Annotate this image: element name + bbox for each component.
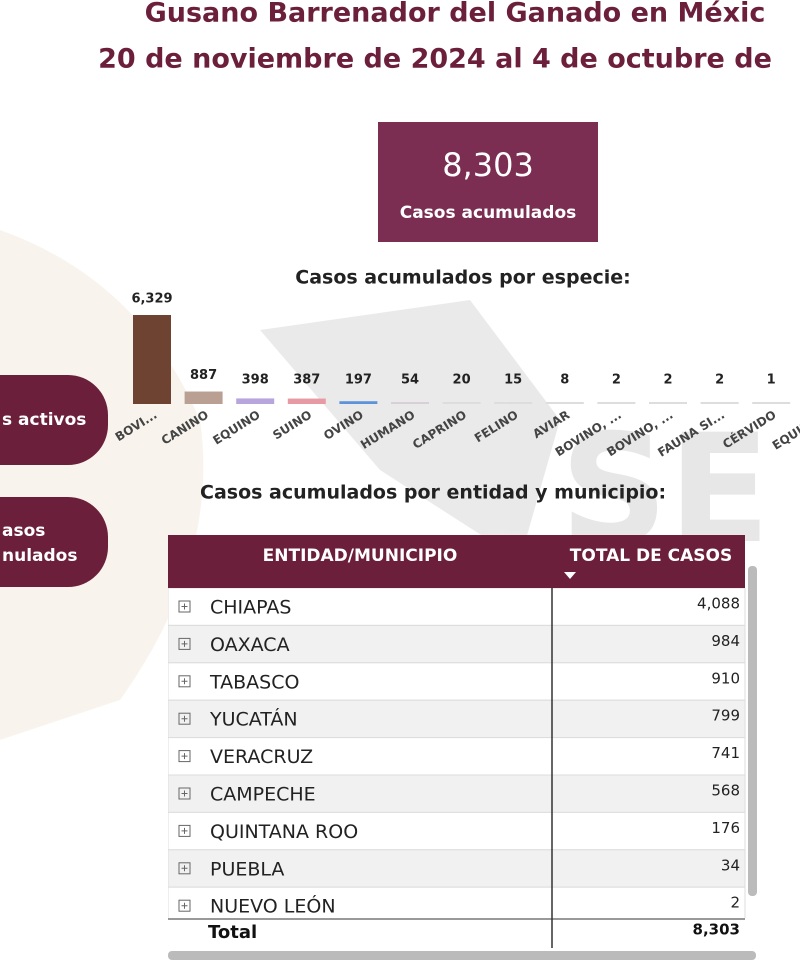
total-label: Total (208, 922, 257, 943)
data-label: 887 (190, 368, 217, 383)
expand-icon (181, 902, 188, 909)
row-value: 741 (711, 744, 740, 762)
title-line: 20 de noviembre de 2024 al 4 de octubre … (98, 44, 772, 75)
bar (545, 402, 584, 404)
side-button[interactable] (0, 375, 108, 465)
data-label: 15 (504, 373, 522, 388)
data-label: 20 (453, 373, 471, 388)
data-label: 197 (345, 373, 372, 388)
expand-icon[interactable] (178, 750, 191, 763)
bar (184, 391, 223, 404)
table-title: Casos acumulados por entidad y municipio… (200, 482, 666, 504)
expand-icon[interactable] (178, 899, 191, 912)
data-label: 2 (612, 373, 621, 388)
expand-icon (181, 640, 188, 647)
row-value: 176 (711, 819, 740, 837)
x-tick-label: EQUINO (210, 408, 262, 448)
expand-icon[interactable] (178, 712, 191, 725)
kpi-card (378, 122, 598, 242)
bar (700, 402, 739, 404)
side-button[interactable] (0, 497, 108, 587)
data-label: 54 (401, 373, 419, 388)
row-label: VERACRUZ (210, 746, 313, 768)
expand-icon (181, 865, 188, 872)
expand-icon (181, 603, 188, 610)
table-body: CHIAPAS 4,088 OAXACA 984 TABASCO 910 YUCATÁN 79… (168, 588, 746, 918)
x-tick-label: SUINO (270, 408, 314, 443)
side-button-label: nulados (2, 546, 77, 566)
side-button-label: s activos (2, 410, 86, 430)
title-line: Gusano Barrenador del Ganado en Méxic (145, 0, 766, 29)
table-header (168, 535, 745, 588)
data-label: 2 (715, 373, 724, 388)
table-row (168, 699, 746, 739)
side-button-label: asos (2, 521, 45, 541)
row-label: QUINTANA ROO (210, 821, 358, 843)
row-value: 4,088 (697, 595, 740, 613)
data-label: 6,329 (131, 292, 172, 307)
bar (442, 402, 481, 404)
data-label: 8 (560, 373, 569, 388)
row-label: TABASCO (209, 671, 299, 693)
row-label: CAMPECHE (210, 784, 316, 806)
chart-title: Casos acumulados por especie: (295, 267, 630, 289)
bar (391, 402, 429, 404)
bar (236, 398, 275, 404)
kpi-value: 8,303 (442, 146, 534, 184)
column-header[interactable]: ENTIDAD/MUNICIPIO (263, 546, 458, 566)
expand-icon (181, 753, 188, 760)
row-label: NUEVO LEÓN (210, 894, 336, 918)
expand-icon (181, 827, 188, 834)
expand-icon[interactable] (178, 675, 191, 688)
row-value: 910 (711, 669, 740, 687)
row-value: 568 (711, 782, 740, 800)
table-row (168, 588, 746, 626)
expand-icon[interactable] (178, 824, 191, 837)
bar (494, 402, 533, 404)
expand-icon[interactable] (178, 637, 191, 650)
bar (133, 315, 171, 404)
sort-arrow (564, 572, 576, 579)
row-value: 2 (730, 894, 740, 912)
data-label: 387 (293, 373, 320, 388)
table-row (168, 849, 746, 888)
kpi-label: Casos acumulados (400, 203, 577, 223)
table-row (168, 624, 746, 664)
row-value: 799 (711, 707, 740, 725)
bar (649, 402, 687, 404)
table-row (168, 886, 746, 918)
row-value: 34 (721, 856, 740, 874)
expand-icon (181, 715, 188, 722)
row-label: OAXACA (210, 634, 290, 656)
row-label: CHIAPAS (210, 597, 291, 619)
expand-icon (181, 678, 188, 685)
data-label: 2 (663, 373, 672, 388)
bar (339, 401, 378, 404)
bar (287, 398, 326, 404)
expand-icon (181, 790, 188, 797)
expand-icon[interactable] (178, 862, 191, 875)
total-value: 8,303 (693, 921, 740, 939)
table-row (168, 662, 746, 701)
row-label: YUCATÁN (209, 708, 298, 731)
bar (752, 402, 791, 404)
row-value: 984 (711, 632, 740, 650)
bar (597, 402, 636, 404)
data-label: 398 (242, 373, 269, 388)
expand-icon[interactable] (178, 600, 191, 613)
data-label: 1 (767, 373, 776, 388)
expand-icon[interactable] (178, 787, 191, 800)
total-row (168, 918, 745, 948)
table-row (168, 774, 746, 813)
scrollbar[interactable] (168, 951, 756, 960)
scrollbar[interactable] (748, 566, 757, 896)
column-header[interactable]: TOTAL DE CASOS (570, 546, 732, 566)
row-label: PUEBLA (210, 858, 284, 880)
